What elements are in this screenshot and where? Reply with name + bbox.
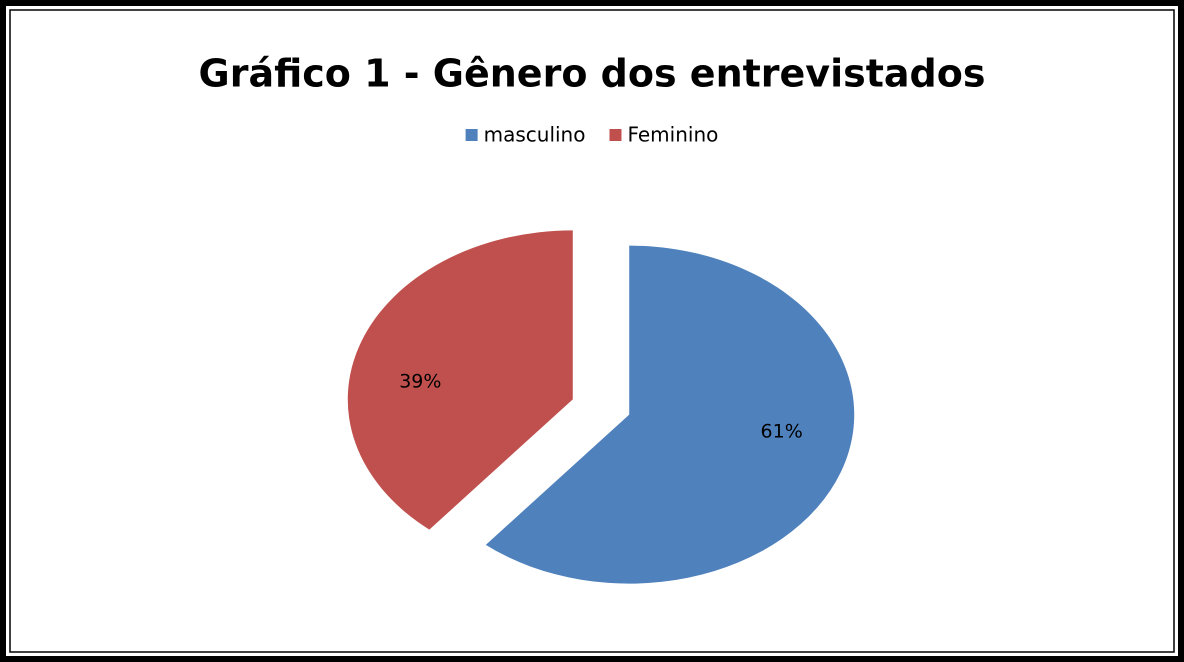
legend-swatch (609, 129, 622, 141)
legend-label: masculino (484, 123, 586, 147)
legend-label: Feminino (627, 123, 718, 147)
value-label: 61% (761, 420, 803, 442)
pie-slice (347, 230, 573, 530)
inner-frame (9, 9, 1175, 653)
chart-title: Gráfico 1 - Gênero dos entrevistados (199, 52, 986, 96)
pie-slice (485, 245, 855, 584)
value-label: 39% (399, 371, 441, 393)
legend-swatch (465, 129, 478, 141)
